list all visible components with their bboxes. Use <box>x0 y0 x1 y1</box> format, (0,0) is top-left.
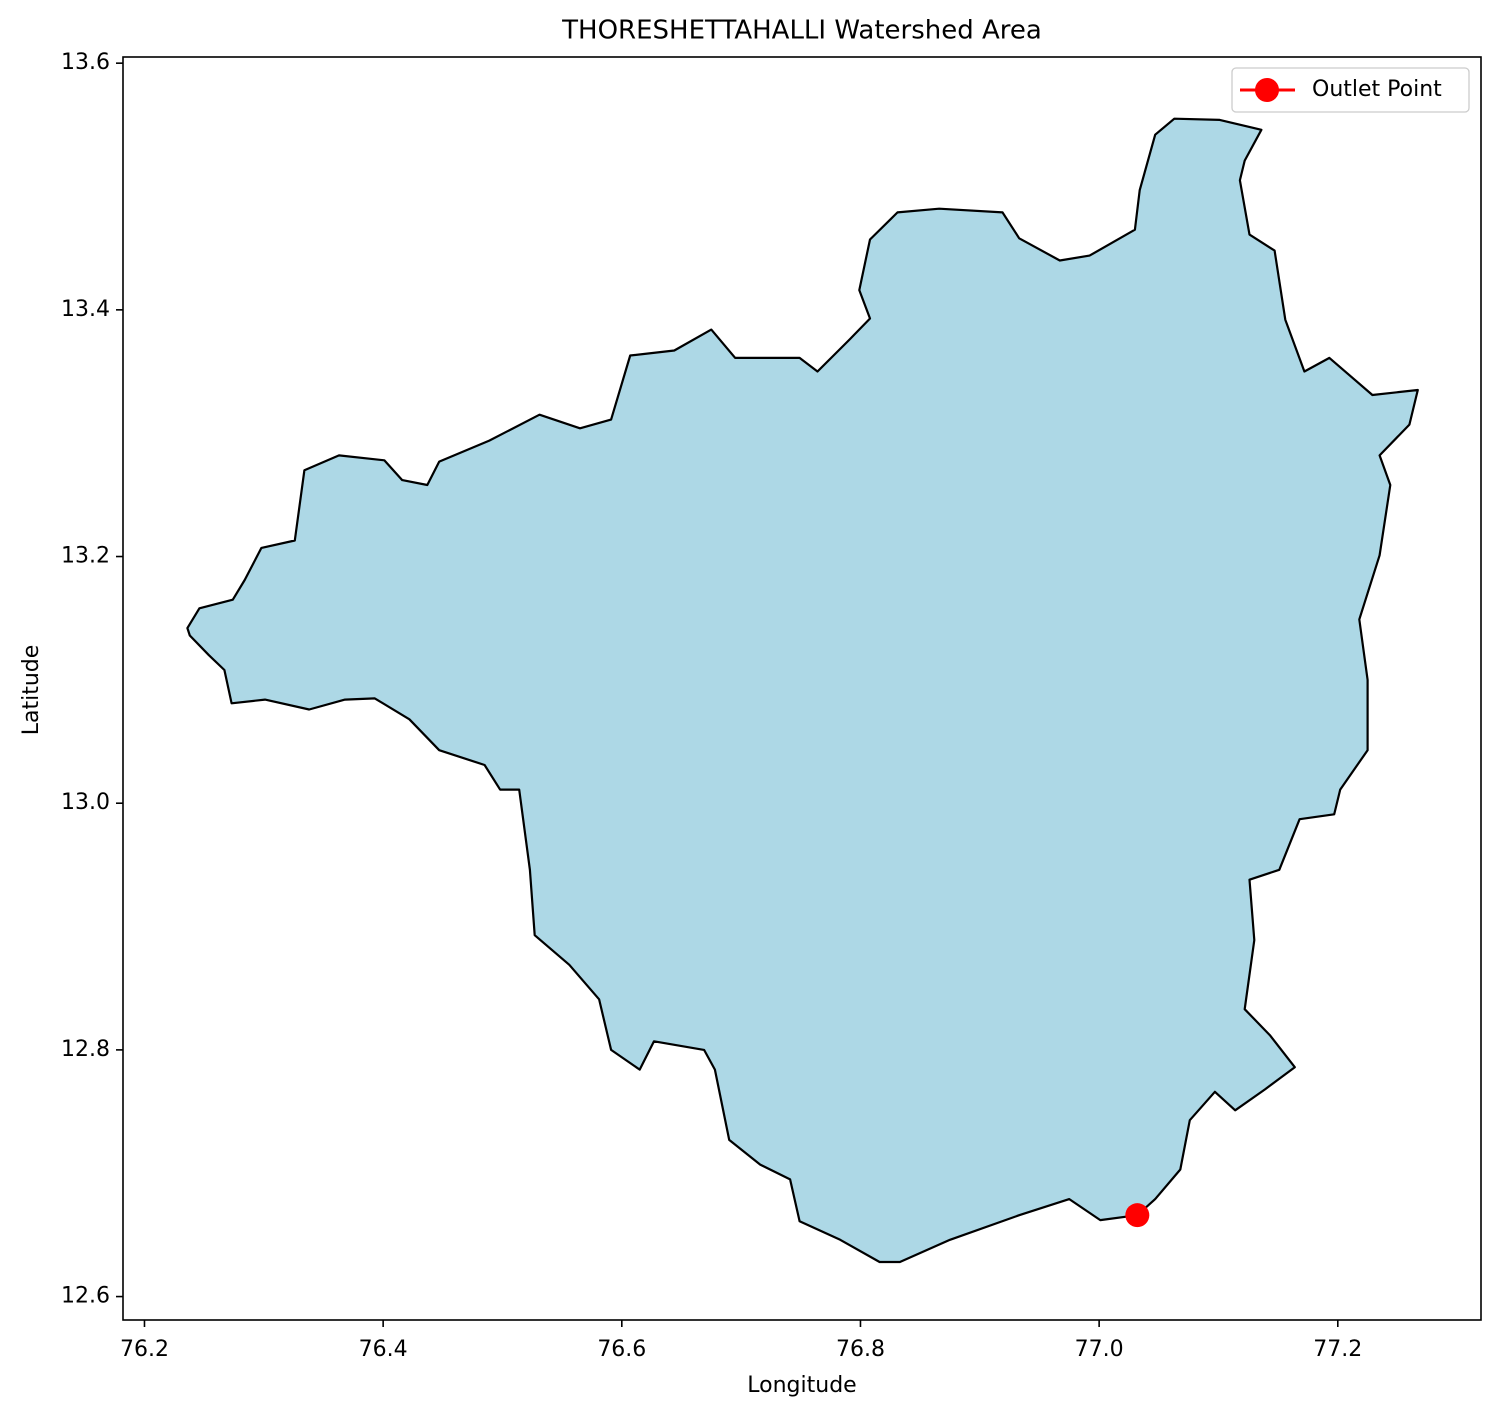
y-tick-label: 13.2 <box>61 544 110 569</box>
chart-title: THORESHETTAHALLI Watershed Area <box>561 16 1042 46</box>
plot-frame <box>122 56 1482 1321</box>
legend-label: Outlet Point <box>1312 77 1442 102</box>
x-tick-label: 77.0 <box>1075 1337 1124 1362</box>
x-tick-label: 76.8 <box>836 1337 885 1362</box>
y-tick-label: 12.6 <box>61 1284 110 1309</box>
y-tick-label: 13.0 <box>61 790 110 815</box>
outlet-point <box>1125 1203 1150 1228</box>
x-tick-label: 76.6 <box>597 1337 646 1362</box>
y-tick-label: 12.8 <box>61 1037 110 1062</box>
y-tick-label: 13.6 <box>61 50 110 75</box>
legend-marker <box>1255 78 1279 102</box>
watershed-boundary <box>186 117 1419 1264</box>
x-tick-label: 77.2 <box>1313 1337 1362 1362</box>
x-tick-label: 76.4 <box>359 1337 408 1362</box>
legend-box <box>1231 67 1470 113</box>
y-axis-label: Latitude <box>19 645 44 736</box>
y-tick-label: 13.4 <box>61 297 110 322</box>
x-axis-label: Longitude <box>747 1373 856 1398</box>
x-tick-label: 76.2 <box>120 1337 169 1362</box>
